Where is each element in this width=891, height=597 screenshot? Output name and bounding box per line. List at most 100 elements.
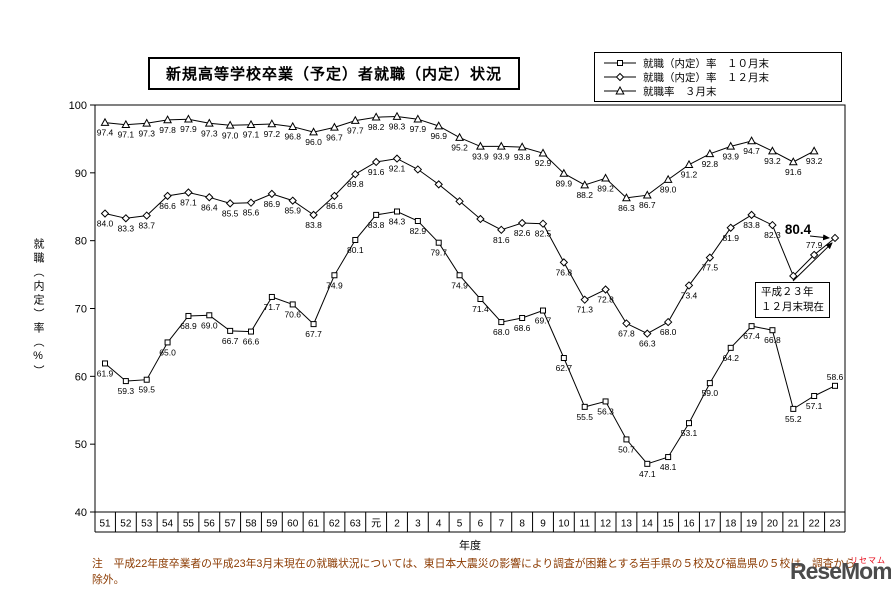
data-label: 82.9 [410,226,427,236]
data-label: 93.9 [472,151,489,161]
data-label: 74.9 [451,280,468,290]
x-tick-label: 23 [829,519,841,530]
data-label: 83.7 [138,221,155,231]
highlight-value: 80.4 [785,222,812,237]
data-label: 88.2 [576,190,593,200]
x-tick-label: 62 [329,519,341,530]
data-label: 85.6 [243,208,260,218]
data-label: 66.3 [639,339,656,349]
data-label: 93.8 [514,152,531,162]
annotation-box: 平成２３年 １２月末現在 [755,282,830,319]
x-tick-label: 52 [120,519,132,530]
data-label: 68.0 [660,327,677,337]
y-tick-label: 50 [75,439,87,451]
data-label: 76.8 [556,267,573,277]
legend-label-october: 就職（内定）率 １０月末 [643,57,769,70]
data-label: 71.4 [472,304,489,314]
x-tick-label: 9 [540,519,546,530]
triangle-marker-icon [604,86,636,95]
data-label: 97.1 [243,130,260,140]
data-label: 56.3 [597,406,614,416]
data-label: 98.3 [389,122,406,132]
data-label: 69.0 [201,320,218,330]
y-tick-label: 60 [75,371,87,383]
data-label: 86.3 [618,203,635,213]
data-label: 97.9 [180,124,197,134]
x-tick-label: 20 [767,519,779,530]
x-tick-label: 14 [642,519,654,530]
x-tick-label: 6 [478,519,484,530]
data-label: 86.4 [201,202,218,212]
data-label: 66.8 [764,335,781,345]
x-tick-label: 59 [266,519,278,530]
data-label: 66.6 [243,337,260,347]
x-tick-label: 60 [287,519,299,530]
data-label: 93.2 [806,156,823,166]
x-tick-label: 5 [457,519,463,530]
x-tick-label: 2 [394,519,400,530]
data-label: 66.7 [222,336,239,346]
data-label: 74.9 [326,280,343,290]
data-label: 97.7 [347,126,364,136]
data-label: 97.0 [222,130,239,140]
data-label: 97.3 [138,128,155,138]
x-tick-label: 21 [788,519,800,530]
data-label: 68.0 [493,327,510,337]
data-label: 79.7 [430,248,447,258]
y-tick-label: 100 [69,100,87,112]
data-label: 81.9 [722,233,739,243]
data-label: 97.2 [264,129,281,139]
data-label: 65.0 [159,347,176,357]
annotation-line2: １２月末現在 [761,301,824,314]
legend-item-october: 就職（内定）率 １０月末 [599,56,837,70]
series-square [102,208,838,467]
data-label: 92.1 [389,164,406,174]
data-label: 47.1 [639,469,656,479]
data-label: 83.3 [118,223,135,233]
x-tick-label: 7 [499,519,505,530]
data-label: 92.8 [702,159,719,169]
data-label: 55.5 [576,412,593,422]
logo-katakana: リセマム [850,556,886,565]
y-axis-title: 就職（内定）率（%） [32,238,44,379]
data-label: 70.6 [284,309,301,319]
x-tick-label: 16 [683,519,695,530]
data-label: 93.9 [493,151,510,161]
data-label: 59.3 [118,386,135,396]
data-label: 96.0 [305,137,322,147]
data-label: 81.6 [493,235,510,245]
data-label: 89.2 [597,183,614,193]
data-label: 77.5 [702,263,719,273]
data-label: 96.8 [284,132,301,142]
data-label: 68.6 [514,323,531,333]
x-tick-label: 12 [600,519,612,530]
x-tick-label: 53 [141,519,153,530]
x-tick-label: 13 [621,519,633,530]
data-label: 61.9 [97,368,114,378]
data-label: 91.2 [681,170,698,180]
data-label: 98.2 [368,122,385,132]
data-label: 59.5 [138,385,155,395]
chart-title: 新規高等学校卒業（予定）者就職（内定）状況 [148,57,521,90]
data-label: 91.6 [785,167,802,177]
legend-item-december: 就職（内定）率 １２月末 [599,70,837,84]
y-tick-label: 80 [75,236,87,248]
data-label: 85.9 [284,206,301,216]
x-tick-label: 15 [663,519,675,530]
data-label: 86.6 [159,201,176,211]
data-label: 53.1 [681,428,698,438]
data-label: 85.5 [222,208,239,218]
x-tick-label: 3 [415,519,421,530]
logo-text: ReseMom [790,558,891,584]
x-tick-label: 57 [225,519,237,530]
y-tick-label: 40 [75,507,87,519]
x-tick-label: 54 [162,519,174,530]
x-tick-label: 61 [308,519,320,530]
data-label: 89.9 [556,179,573,189]
data-label: 58.6 [827,372,844,382]
x-tick-label: 58 [245,519,257,530]
series-triangle [100,111,819,202]
data-label: 62.7 [556,363,573,373]
data-label: 97.1 [118,130,135,140]
